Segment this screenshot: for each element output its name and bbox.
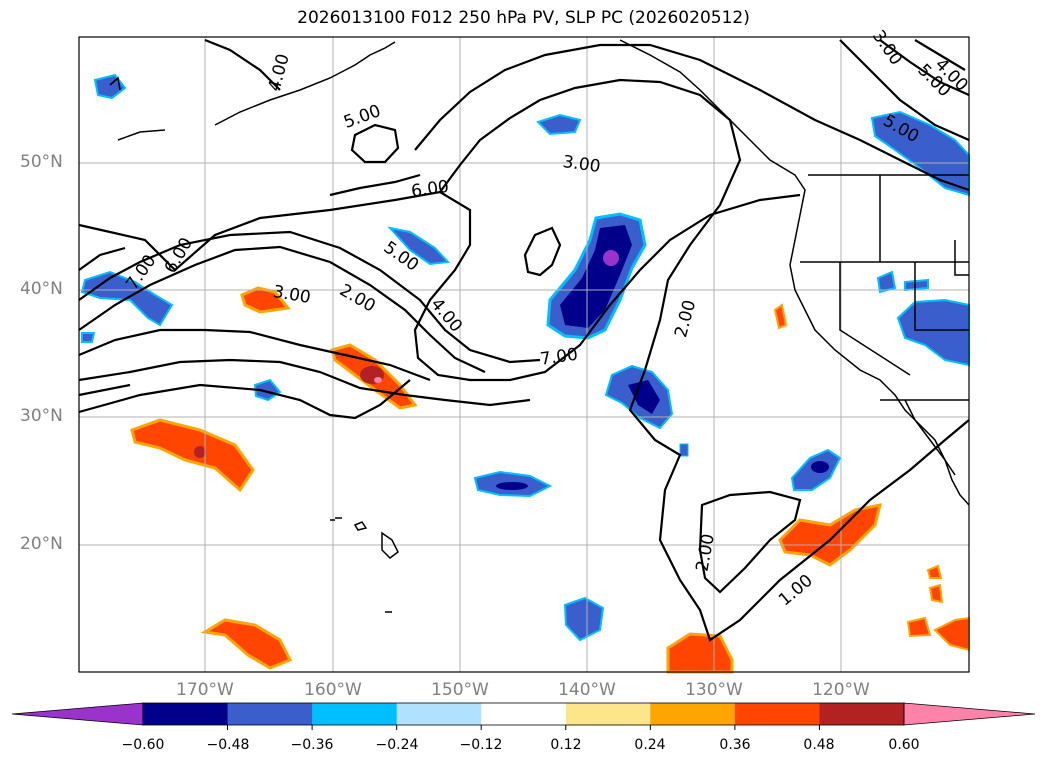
colorbar-tick-label: −0.36	[290, 737, 334, 753]
colorbar	[11, 702, 1036, 730]
colorbar-swatch	[734, 703, 820, 725]
colorbar-swatch	[396, 703, 482, 725]
colorbar-swatch	[143, 703, 229, 725]
slp-contours	[78, 38, 970, 642]
colorbar-swatch	[650, 703, 736, 725]
map-title: 2026013100 F012 250 hPa PV, SLP PC (2026…	[297, 8, 750, 28]
colorbar-tick-label: 0.24	[634, 737, 666, 753]
colorbar-extend-min	[11, 702, 144, 726]
lat-label: 30°N	[20, 406, 63, 426]
lon-label: 150°W	[431, 680, 489, 700]
colorbar-swatch	[819, 703, 905, 725]
colorbar-tick-label: 0.60	[888, 737, 920, 753]
colorbar-swatch	[227, 703, 313, 725]
lon-label: 170°W	[176, 680, 234, 700]
lat-label: 20°N	[20, 534, 63, 554]
colorbar-tick-label: 0.36	[719, 737, 751, 753]
colorbar-tick-label: −0.48	[206, 737, 250, 753]
colorbar-swatch	[481, 703, 567, 725]
map-frame	[78, 36, 970, 673]
coastlines	[109, 39, 970, 613]
lon-label: 140°W	[558, 680, 616, 700]
colorbar-swatch	[565, 703, 651, 725]
pv-positive-patches	[130, 286, 970, 674]
colorbar-swatch	[312, 703, 398, 725]
colorbar-tick-label: −0.12	[459, 737, 503, 753]
colorbar-border	[142, 702, 905, 726]
colorbar-tick-label: 0.48	[803, 737, 835, 753]
lat-label: 50°N	[20, 152, 63, 172]
map-area	[79, 37, 969, 672]
pv-negative-patches	[80, 73, 970, 642]
colorbar-tick-label: 0.12	[550, 737, 582, 753]
lon-label: 120°W	[812, 680, 870, 700]
lat-label: 40°N	[20, 279, 63, 299]
lon-label: 130°W	[685, 680, 743, 700]
colorbar-extend-max	[903, 702, 1036, 726]
colorbar-tick-label: −0.24	[375, 737, 419, 753]
lon-label: 160°W	[304, 680, 362, 700]
colorbar-tick-label: −0.60	[121, 737, 165, 753]
